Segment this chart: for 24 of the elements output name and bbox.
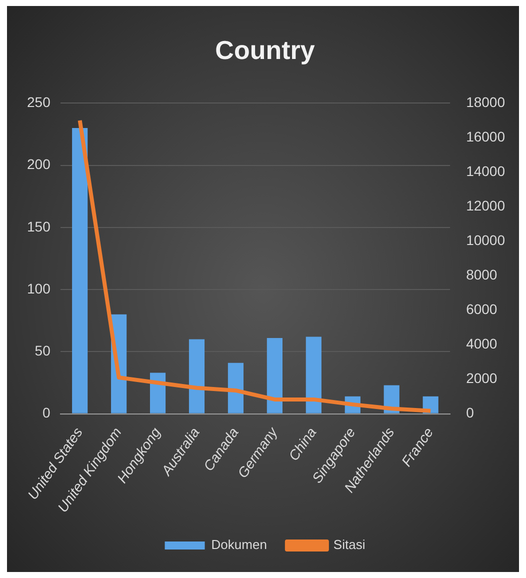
y2-tick-label: 6000 [466, 301, 498, 318]
y2-tick-label: 10000 [466, 232, 506, 248]
bar [266, 338, 282, 414]
y2-tick-label: 14000 [466, 163, 506, 180]
bar [306, 336, 322, 414]
y-tick-label: 200 [27, 156, 51, 172]
y2-tick-label: 16000 [466, 128, 506, 145]
legend-label: Sitasi [333, 537, 366, 552]
y-tick-label: 250 [27, 94, 51, 110]
bar [188, 339, 205, 414]
y2-tick-label: 4000 [466, 336, 498, 352]
bar [228, 362, 244, 414]
bar [72, 128, 88, 414]
y-tick-label: 150 [27, 218, 51, 234]
y2-tick-label: 0 [466, 404, 474, 421]
y-tick-label: 0 [42, 404, 51, 421]
y2-tick-label: 12000 [466, 198, 506, 214]
y-tick-label: 50 [34, 342, 51, 359]
y2-tick-label: 18000 [466, 94, 506, 110]
chart-title: Country [215, 34, 316, 65]
y-tick-label: 100 [27, 280, 51, 296]
y2-tick-label: 8000 [466, 266, 498, 283]
legend-label: Dokumen [211, 537, 267, 552]
y2-tick-label: 2000 [466, 370, 498, 386]
